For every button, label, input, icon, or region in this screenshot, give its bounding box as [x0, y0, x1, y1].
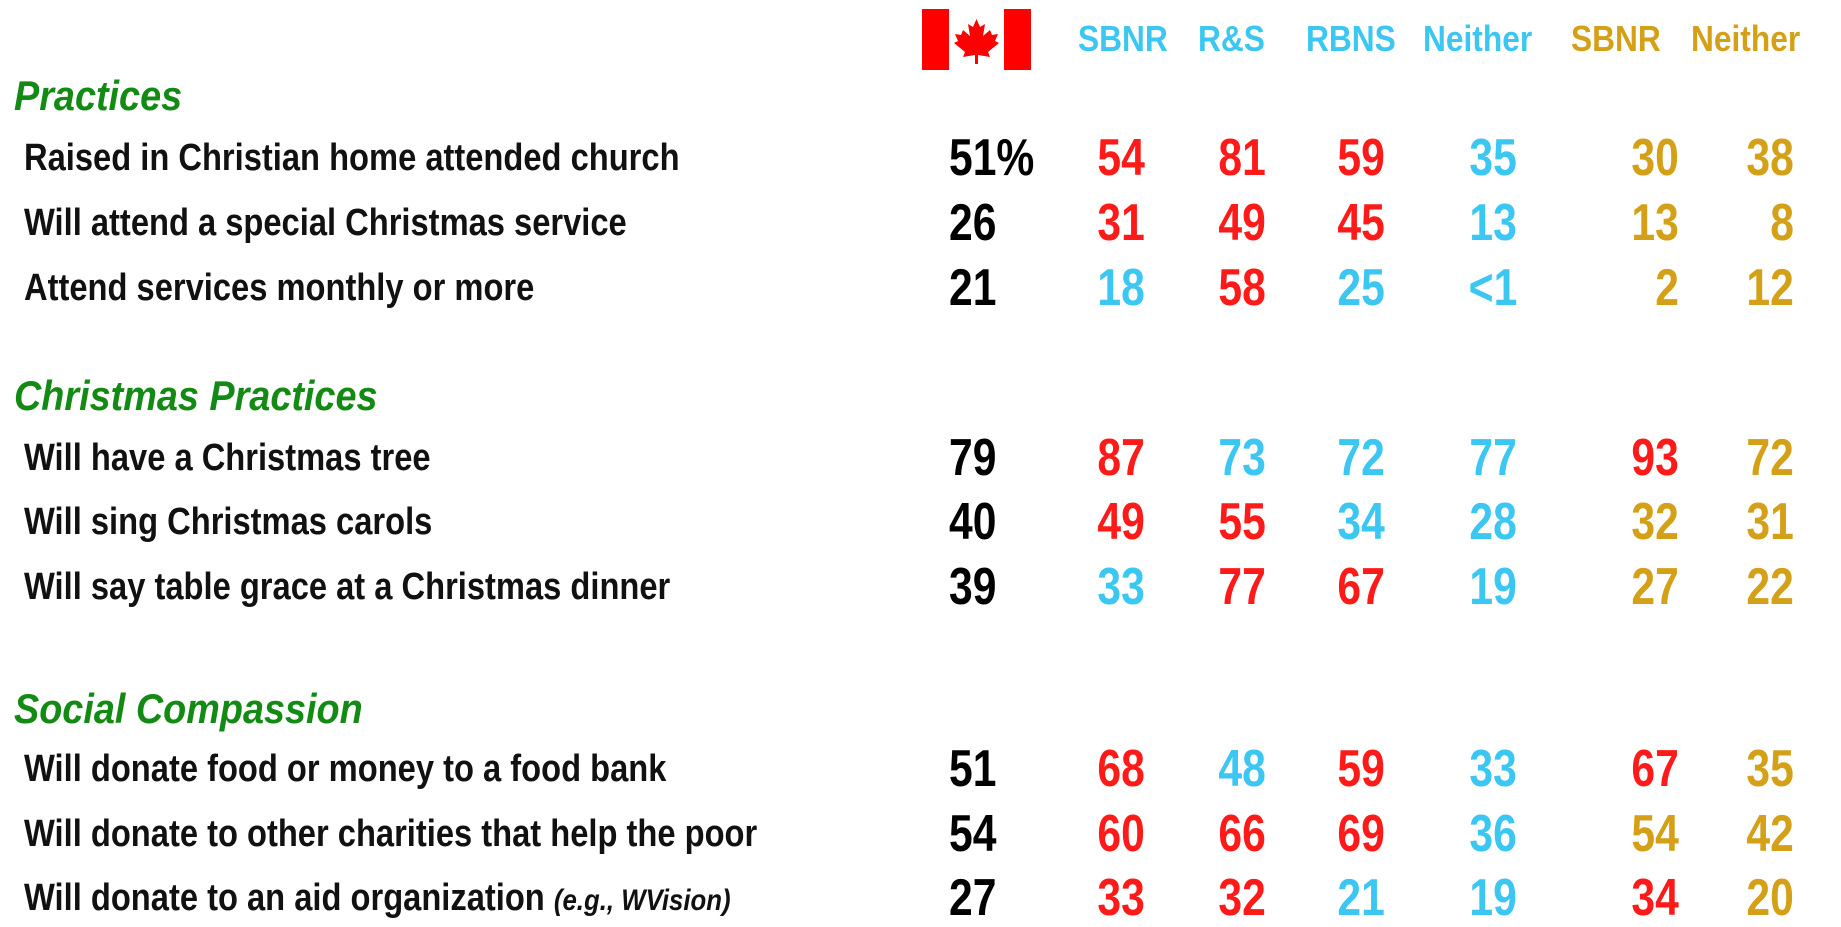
label-text: Will attend a special Christmas service: [24, 202, 627, 244]
row-label: Will donate to other charities that help…: [24, 809, 757, 859]
label-text: Raised in Christian home attended church: [24, 137, 680, 179]
row-label: Will sing Christmas carols: [24, 497, 432, 547]
cell-value: 12: [1746, 259, 1794, 317]
column-header: R&S: [1198, 18, 1265, 59]
cell-value: 33: [1097, 869, 1145, 927]
cell-value: 60: [1097, 805, 1145, 863]
cell-value: 33: [1097, 558, 1145, 616]
total-value: 79: [949, 429, 997, 487]
total-value: 51: [949, 740, 997, 798]
label-text: Will donate to an aid organization: [24, 877, 545, 919]
cell-value: 87: [1097, 429, 1145, 487]
cell-value: 13: [1631, 194, 1679, 252]
cell-value: 20: [1746, 869, 1794, 927]
cell-value: 21: [1337, 869, 1385, 927]
cell-value: 13: [1469, 194, 1517, 252]
label-text: Will donate to other charities that help…: [24, 813, 758, 855]
cell-value: 67: [1337, 558, 1385, 616]
total-value: 39: [949, 558, 997, 616]
cell-value: 73: [1218, 429, 1266, 487]
row-label: Will attend a special Christmas service: [24, 198, 627, 248]
section-title: Practices: [14, 72, 183, 119]
cell-value: 27: [1631, 558, 1679, 616]
cell-value: 35: [1746, 740, 1794, 798]
cell-value: 59: [1337, 129, 1385, 187]
total-value: 40: [949, 493, 997, 551]
cell-value: <1: [1468, 259, 1517, 317]
cell-value: 19: [1469, 558, 1517, 616]
row-label: Will say table grace at a Christmas dinn…: [24, 562, 670, 612]
cell-value: 54: [1097, 129, 1145, 187]
cell-value: 69: [1337, 805, 1385, 863]
cell-value: 31: [1746, 493, 1794, 551]
row-label: Will donate food or money to a food bank: [24, 744, 666, 794]
cell-value: 19: [1469, 869, 1517, 927]
cell-value: 54: [1631, 805, 1679, 863]
cell-value: 81: [1218, 129, 1266, 187]
cell-value: 72: [1746, 429, 1794, 487]
cell-value: 25: [1337, 259, 1385, 317]
label-text: Will donate food or money to a food bank: [24, 748, 667, 790]
row-label: Raised in Christian home attended church: [24, 133, 680, 183]
label-note: (e.g., WVision): [553, 884, 731, 917]
cell-value: 34: [1631, 869, 1679, 927]
cell-value: 66: [1218, 805, 1266, 863]
column-header: SBNR: [1571, 18, 1661, 59]
total-value: 21: [949, 259, 997, 317]
cell-value: 49: [1218, 194, 1266, 252]
total-value: 27: [949, 869, 997, 927]
column-header: Neither: [1423, 18, 1533, 59]
cell-value: 31: [1097, 194, 1145, 252]
cell-value: 55: [1218, 493, 1266, 551]
section-title: Social Compassion: [14, 685, 363, 732]
column-header: SBNR: [1078, 18, 1168, 59]
total-value: 54: [949, 805, 997, 863]
cell-value: 67: [1631, 740, 1679, 798]
cell-value: 28: [1469, 493, 1517, 551]
cell-value: 22: [1746, 558, 1794, 616]
cell-value: 77: [1469, 429, 1517, 487]
total-value: 26: [949, 194, 997, 252]
cell-value: 2: [1655, 259, 1679, 317]
cell-value: 72: [1337, 429, 1385, 487]
canada-flag: [922, 9, 1031, 70]
cell-value: 8: [1770, 194, 1794, 252]
cell-value: 18: [1097, 259, 1145, 317]
label-text: Will say table grace at a Christmas dinn…: [24, 566, 671, 608]
column-header: Neither: [1691, 18, 1801, 59]
cell-value: 68: [1097, 740, 1145, 798]
cell-value: 33: [1469, 740, 1517, 798]
label-text: Will have a Christmas tree: [24, 437, 431, 479]
row-label: Attend services monthly or more: [24, 263, 534, 313]
cell-value: 59: [1337, 740, 1385, 798]
cell-value: 38: [1746, 129, 1794, 187]
cell-value: 32: [1218, 869, 1266, 927]
label-text: Will sing Christmas carols: [24, 501, 433, 543]
cell-value: 32: [1631, 493, 1679, 551]
row-label: Will have a Christmas tree: [24, 433, 431, 483]
cell-value: 48: [1218, 740, 1266, 798]
cell-value: 93: [1631, 429, 1679, 487]
cell-value: 34: [1337, 493, 1385, 551]
section-title: Christmas Practices: [14, 372, 378, 419]
cell-value: 42: [1746, 805, 1794, 863]
cell-value: 36: [1469, 805, 1517, 863]
cell-value: 45: [1337, 194, 1385, 252]
cell-value: 35: [1469, 129, 1517, 187]
total-value: 51%: [949, 129, 1035, 187]
column-header: RBNS: [1306, 18, 1396, 59]
cell-value: 49: [1097, 493, 1145, 551]
cell-value: 77: [1218, 558, 1266, 616]
cell-value: 58: [1218, 259, 1266, 317]
row-label: Will donate to an aid organization (e.g.…: [24, 873, 731, 923]
label-text: Attend services monthly or more: [24, 267, 535, 309]
cell-value: 30: [1631, 129, 1679, 187]
